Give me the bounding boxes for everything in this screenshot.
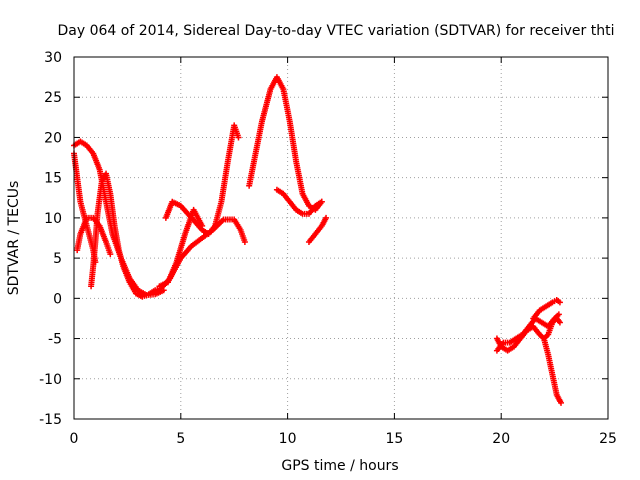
data-marks — [71, 74, 565, 406]
x-tick-label: 0 — [70, 431, 79, 447]
y-tick-label: 10 — [44, 211, 62, 227]
data-point — [199, 222, 206, 229]
data-series — [162, 122, 242, 237]
chart-title: Day 064 of 2014, Sidereal Day-to-day VTE… — [58, 23, 615, 39]
data-point — [558, 399, 565, 406]
data-series — [540, 335, 565, 406]
data-series — [156, 206, 206, 290]
data-point — [241, 239, 248, 246]
y-tick-label: 0 — [53, 291, 62, 307]
x-tick-label: 25 — [599, 431, 617, 447]
y-tick-label: -10 — [39, 372, 62, 388]
y-tick-label: 20 — [44, 130, 62, 146]
data-point — [107, 251, 114, 258]
data-series — [305, 214, 330, 246]
data-series — [493, 311, 562, 354]
data-series — [246, 74, 325, 213]
data-point — [323, 214, 330, 221]
x-tick-label: 5 — [176, 431, 185, 447]
data-series — [74, 214, 114, 258]
data-series — [273, 186, 325, 217]
y-tick-label: 30 — [44, 50, 62, 66]
y-tick-label: 15 — [44, 171, 62, 187]
y-tick-label: -15 — [39, 412, 62, 428]
x-axis-label: GPS time / hours — [281, 458, 398, 474]
plot-border — [73, 56, 609, 420]
grid-lines — [74, 57, 608, 419]
data-point — [318, 198, 325, 205]
x-tick-label: 15 — [385, 431, 403, 447]
y-tick-label: -5 — [48, 332, 62, 348]
y-tick-label: 25 — [44, 90, 62, 106]
y-axis-ticks: -15 -10 -5 0 5 10 15 20 25 30 — [39, 50, 608, 428]
y-axis-label: SDTVAR / TECUs — [6, 181, 22, 296]
data-series — [530, 296, 563, 322]
data-point — [556, 299, 563, 306]
y-tick-label: 5 — [53, 251, 62, 267]
data-point — [556, 319, 563, 326]
x-tick-label: 10 — [279, 431, 297, 447]
x-tick-label: 20 — [492, 431, 510, 447]
data-point — [555, 311, 562, 318]
x-axis-ticks: 0 5 10 15 20 25 — [70, 57, 617, 447]
data-point — [235, 134, 242, 141]
